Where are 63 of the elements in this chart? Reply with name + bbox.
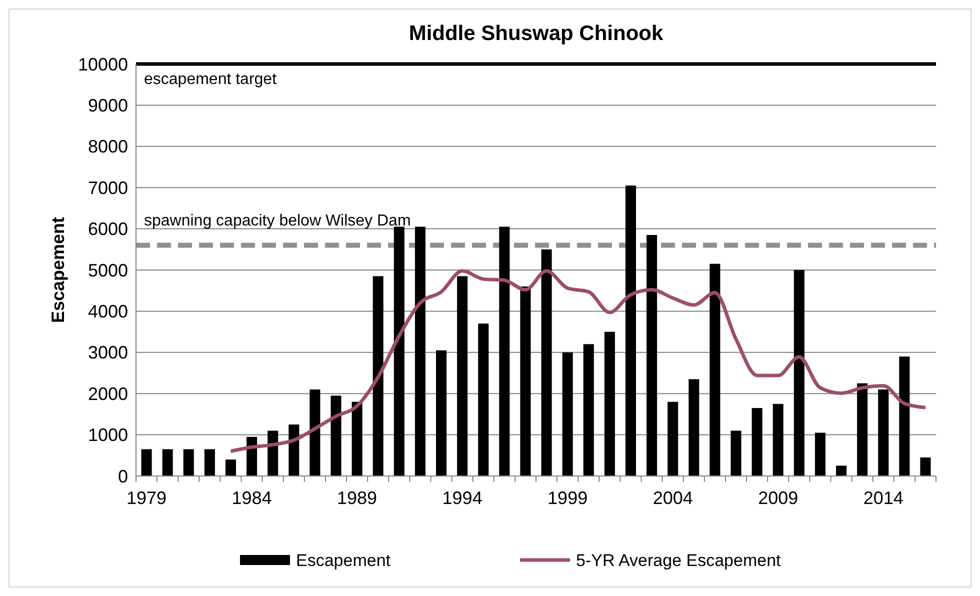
bar: [204, 449, 215, 476]
bar: [730, 430, 742, 476]
bar: [604, 332, 615, 476]
bar: [710, 264, 720, 476]
bar: [520, 286, 531, 476]
bar: [541, 249, 552, 476]
bar: [752, 408, 762, 476]
y-axis-title: Escapement: [48, 216, 68, 324]
y-tick-label: 7000: [88, 178, 128, 198]
bar: [920, 457, 931, 476]
y-tick-label: 4000: [88, 302, 128, 322]
x-tick-label: 2004: [652, 488, 693, 508]
y-tick-label: 10000: [78, 54, 128, 74]
bar: [394, 226, 404, 476]
bar: [268, 430, 278, 476]
bar: [878, 389, 889, 476]
y-tick-label: 5000: [88, 260, 128, 280]
bar: [225, 460, 236, 476]
x-tick-label: 1979: [126, 488, 167, 508]
y-tick-label: 3000: [88, 342, 128, 363]
bar: [562, 352, 573, 476]
bar: [836, 466, 847, 476]
legend-label: Escapement: [296, 550, 391, 570]
bar: [899, 356, 910, 476]
bar: [372, 276, 384, 476]
bar: [310, 389, 320, 476]
bar: [794, 270, 804, 476]
bar: [183, 449, 194, 476]
bar: [668, 402, 678, 476]
line-series: [228, 269, 928, 454]
bar: [625, 186, 636, 476]
bar: [646, 234, 658, 476]
bar: [583, 344, 594, 476]
ref-line-label: spawning capacity below Wilsey Dam: [144, 212, 411, 230]
bar: [288, 424, 300, 476]
bar: [457, 276, 468, 476]
y-tick-label: 6000: [88, 219, 128, 240]
bar: [857, 383, 868, 476]
y-tick-label: 8000: [88, 136, 128, 157]
bar: [688, 379, 700, 476]
chart-title: Middle Shuswap Chinook: [408, 22, 664, 45]
x-tick-label: 1994: [442, 488, 482, 508]
x-tick-label: 1999: [548, 488, 588, 508]
y-tick-label: 1000: [88, 425, 128, 446]
bar: [814, 432, 826, 476]
x-tick-label: 1989: [337, 488, 378, 508]
legend-label: 5-YR Average Escapement: [576, 550, 782, 570]
bar: [499, 226, 510, 476]
bar: [436, 350, 447, 476]
x-tick-label: 1984: [232, 488, 272, 508]
y-tick-label: 9000: [88, 96, 128, 116]
bar: [141, 449, 152, 476]
ref-line-label: escapement target: [144, 71, 278, 88]
x-tick-label: 2014: [863, 488, 904, 508]
x-tick-label: 2009: [758, 488, 798, 508]
bar: [162, 449, 173, 476]
bar: [352, 402, 362, 476]
bar: [330, 396, 342, 476]
bar: [478, 324, 489, 476]
bar: [772, 404, 784, 476]
y-tick-label: 0: [118, 466, 128, 486]
bar: [414, 226, 426, 476]
y-tick-label: 2000: [88, 384, 128, 404]
